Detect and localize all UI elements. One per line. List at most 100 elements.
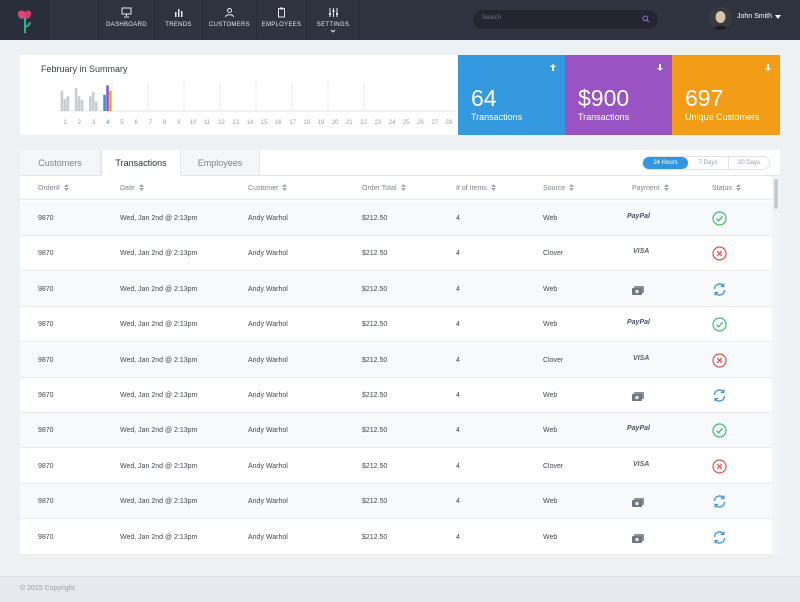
column-header-items[interactable]: # of Items [456,184,496,192]
column-header-source[interactable]: Source [543,184,575,192]
visa-icon: VISA [633,460,650,468]
column-header-date[interactable]: Date [120,184,144,192]
x-tick-label: 4 [106,120,110,126]
x-tick-label: 10 [190,120,197,126]
cell-source: Clover [543,462,564,470]
cell-date: Wed, Jan 2nd @ 2:13pm [120,285,198,293]
column-header-label: Status [712,185,732,192]
paypal-icon: PayPal [627,213,650,220]
nav-dashboard[interactable]: DASHBOARD [98,0,154,40]
cell-total: $212.50 [362,392,388,399]
stat-value: $900 [578,85,630,111]
column-header-status[interactable]: Status [712,184,741,192]
stat-card-transactions-total[interactable]: $900 Transactions [565,55,672,135]
chart-bar[interactable] [103,94,106,111]
cell-source: Web [543,427,558,435]
visa-icon: VISA [633,248,650,256]
summary-title: February in Summary [41,64,128,74]
column-header-payment[interactable]: Payment [632,184,669,192]
x-tick-label: 16 [275,120,282,126]
nav-customers[interactable]: CUSTOMERS [202,0,256,40]
x-tick-label: 19 [318,120,325,126]
cell-total: $212.50 [362,533,388,541]
cell-order: 9870 [38,392,54,399]
column-header-customer[interactable]: Customer [248,184,288,192]
cell-source: Web [543,215,558,222]
table-row[interactable]: 9870 Wed, Jan 2nd @ 2:13pm Andy Warhol $212… [20,271,772,307]
chart-bar[interactable] [80,100,84,111]
table-row[interactable]: 9870 Wed, Jan 2nd @ 2:13pm Andy Warhol $212… [20,484,772,520]
nav-label: SETTINGS [316,22,350,28]
chart-bar[interactable] [60,90,64,111]
range-24-hours[interactable]: 24 Hours [643,157,688,169]
chart-bar[interactable] [89,96,92,111]
search-icon[interactable] [642,15,650,23]
scrollbar-thumb[interactable] [774,179,778,209]
table-row[interactable]: 9870 Wed, Jan 2nd @ 2:13pm Andy Warhol $212… [20,236,772,272]
x-tick-label: 27 [431,120,438,126]
range-30-days[interactable]: 30 Days [737,160,760,166]
x-tick-label: 23 [374,120,381,126]
scrollbar[interactable] [772,176,780,555]
x-tick-label: 25 [403,120,410,126]
chart-bar[interactable] [74,88,78,111]
copyright-text: © 2015 Copyright. [20,585,77,592]
cell-items: 4 [456,462,460,470]
search-box[interactable]: Search [473,10,658,29]
chart-bar[interactable] [92,92,95,111]
x-tick-label: 8 [163,120,167,126]
x-tick-label: 15 [261,120,268,126]
table-row[interactable]: 9870 Wed, Jan 2nd @ 2:13pm Andy Warhol $212… [20,307,772,343]
stat-card-unique-customers[interactable]: 697 Unique Customers [672,55,780,135]
user-name[interactable]: John Smith [737,13,773,20]
cell-order: 9870 [38,498,54,506]
search-input[interactable]: Search [482,15,502,21]
column-header-total[interactable]: Order Total [362,184,406,192]
column-header-label: Payment [632,185,660,192]
top-bar: DASHBOARD TRENDS CUSTOMERS EMPLOYEES SET… [0,0,800,40]
transactions-panel: Customers Transactions Employees 24 Hour… [20,150,780,555]
paypal-icon: PayPal [627,425,650,433]
chart-bar[interactable] [106,85,109,111]
tab-customers[interactable]: Customers [20,150,101,176]
nav-settings[interactable]: SETTINGS [306,0,360,40]
x-tick-label: 20 [332,120,339,126]
cell-date: Wed, Jan 2nd @ 2:13pm [120,321,198,329]
table-row[interactable]: 9870 Wed, Jan 2nd @ 2:13pm Andy Warhol $212… [20,520,772,555]
chart-bar[interactable] [95,101,98,111]
cell-source: Web [543,321,558,329]
table-row[interactable]: 9870 Wed, Jan 2nd @ 2:13pm Andy Warhol $212… [20,449,772,484]
column-header-label: Order# [38,185,60,192]
nav-trends[interactable]: TRENDS [154,0,202,40]
column-header-order[interactable]: Order# [38,184,69,192]
cash-icon [632,392,644,401]
table-row[interactable]: 9870 Wed, Jan 2nd @ 2:13pm Andy Warhol $212… [20,201,772,236]
chart-bar[interactable] [63,98,67,111]
range-7-days[interactable]: 7 Days [688,157,729,169]
cell-order: 9870 [38,215,54,222]
nav-employees[interactable]: EMPLOYEES [256,0,306,40]
cell-source: Web [543,285,558,293]
table-row[interactable]: 9870 Wed, Jan 2nd @ 2:13pm Andy Warhol $212… [20,342,772,378]
stat-card-transactions-count[interactable]: 64 Transactions [458,55,565,135]
table-row[interactable]: 9870 Wed, Jan 2nd @ 2:13pm Andy Warhol $212… [20,378,772,413]
success-check-icon [712,317,727,332]
summary-card: February in Summary 1 2 3 4 5 6 7 8 9 10 11 12 13 14 1… [20,55,458,135]
chart-bar[interactable] [66,96,70,111]
table-row[interactable]: 9870 Wed, Jan 2nd @ 2:13pm Andy Warhol $212… [20,413,772,449]
cell-customer: Andy Warhol [248,498,288,506]
avatar[interactable] [709,7,732,30]
chart-bar[interactable] [77,96,81,111]
cell-date: Wed, Jan 2nd @ 2:13pm [120,215,198,222]
cell-source: Web [543,498,558,506]
chart-bar[interactable] [109,90,112,111]
caret-down-icon[interactable] [775,15,781,19]
tab-employees[interactable]: Employees [181,150,260,176]
nav-label: CUSTOMERS [209,22,250,28]
x-tick-label: 17 [289,120,296,126]
stat-value: 64 [471,85,497,111]
arrow-down-icon [765,64,771,71]
app-logo[interactable] [0,0,50,40]
cash-icon [632,285,644,295]
tab-transactions[interactable]: Transactions [101,150,181,176]
